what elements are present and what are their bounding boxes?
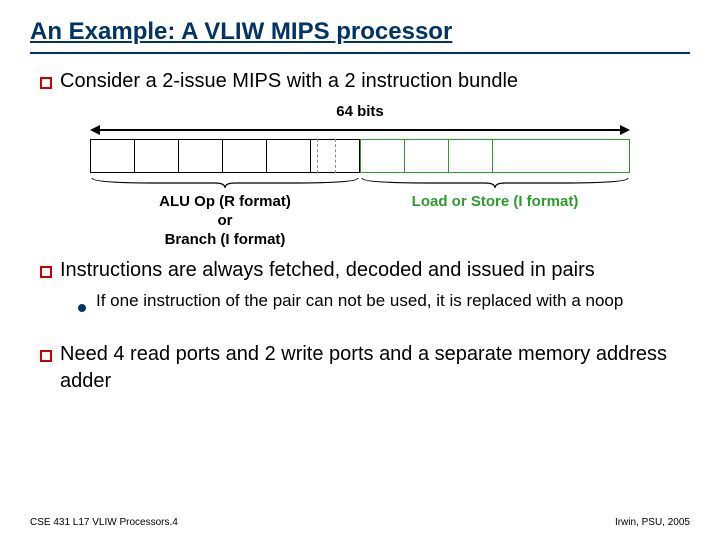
right-half: [360, 139, 630, 173]
bullet-2-sub: If one instruction of the pair can not b…: [78, 290, 690, 313]
bits-label: 64 bits: [90, 103, 630, 120]
fields-row: [90, 139, 630, 173]
dash-line: [317, 139, 318, 173]
page-title: An Example: A VLIW MIPS processor: [30, 18, 690, 54]
brace-left-icon: [90, 177, 360, 189]
sub-dot-icon: [78, 304, 86, 312]
field-cell: [178, 139, 222, 173]
bullet-2: Instructions are always fetched, decoded…: [40, 257, 690, 284]
bullet-square-icon: [40, 77, 52, 89]
field-cell: [134, 139, 178, 173]
caption-row: ALU Op (R format) or Branch (I format) L…: [90, 193, 630, 249]
field-cell: [492, 139, 630, 173]
left-caption-l3: Branch (I format): [165, 231, 286, 248]
field-cell: [90, 139, 134, 173]
width-arrow: [90, 125, 630, 135]
footer-left: CSE 431 L17 VLIW Processors.4: [30, 517, 178, 528]
field-cell: [404, 139, 448, 173]
bullet-2-sub-text: If one instruction of the pair can not b…: [96, 290, 623, 313]
left-half: [90, 139, 360, 173]
brace-right-icon: [360, 177, 630, 189]
arrow-right-icon: [620, 125, 630, 135]
bullet-1: Consider a 2-issue MIPS with a 2 instruc…: [40, 68, 690, 95]
right-caption: Load or Store (I format): [360, 193, 630, 249]
field-cell: [360, 139, 404, 173]
bullet-3: Need 4 read ports and 2 write ports and …: [40, 341, 690, 395]
left-caption-l1: ALU Op (R format): [159, 193, 291, 210]
brace-row: [90, 177, 630, 189]
bullet-square-icon: [40, 350, 52, 362]
field-cell: [222, 139, 266, 173]
left-caption-l2: or: [218, 212, 233, 229]
footer: CSE 431 L17 VLIW Processors.4 Irwin, PSU…: [30, 517, 690, 528]
footer-right: Irwin, PSU, 2005: [615, 517, 690, 528]
bullet-3-text: Need 4 read ports and 2 write ports and …: [60, 341, 690, 395]
bullet-2-text: Instructions are always fetched, decoded…: [60, 257, 595, 284]
left-caption: ALU Op (R format) or Branch (I format): [90, 193, 360, 249]
field-cell: [448, 139, 492, 173]
bundle-diagram: 64 bits ALU Op (R format) or Branch (I f…: [90, 103, 630, 223]
field-cell: [266, 139, 310, 173]
bullet-1-text: Consider a 2-issue MIPS with a 2 instruc…: [60, 68, 518, 95]
bullet-square-icon: [40, 266, 52, 278]
arrow-line: [94, 129, 626, 131]
dash-line: [335, 139, 336, 173]
